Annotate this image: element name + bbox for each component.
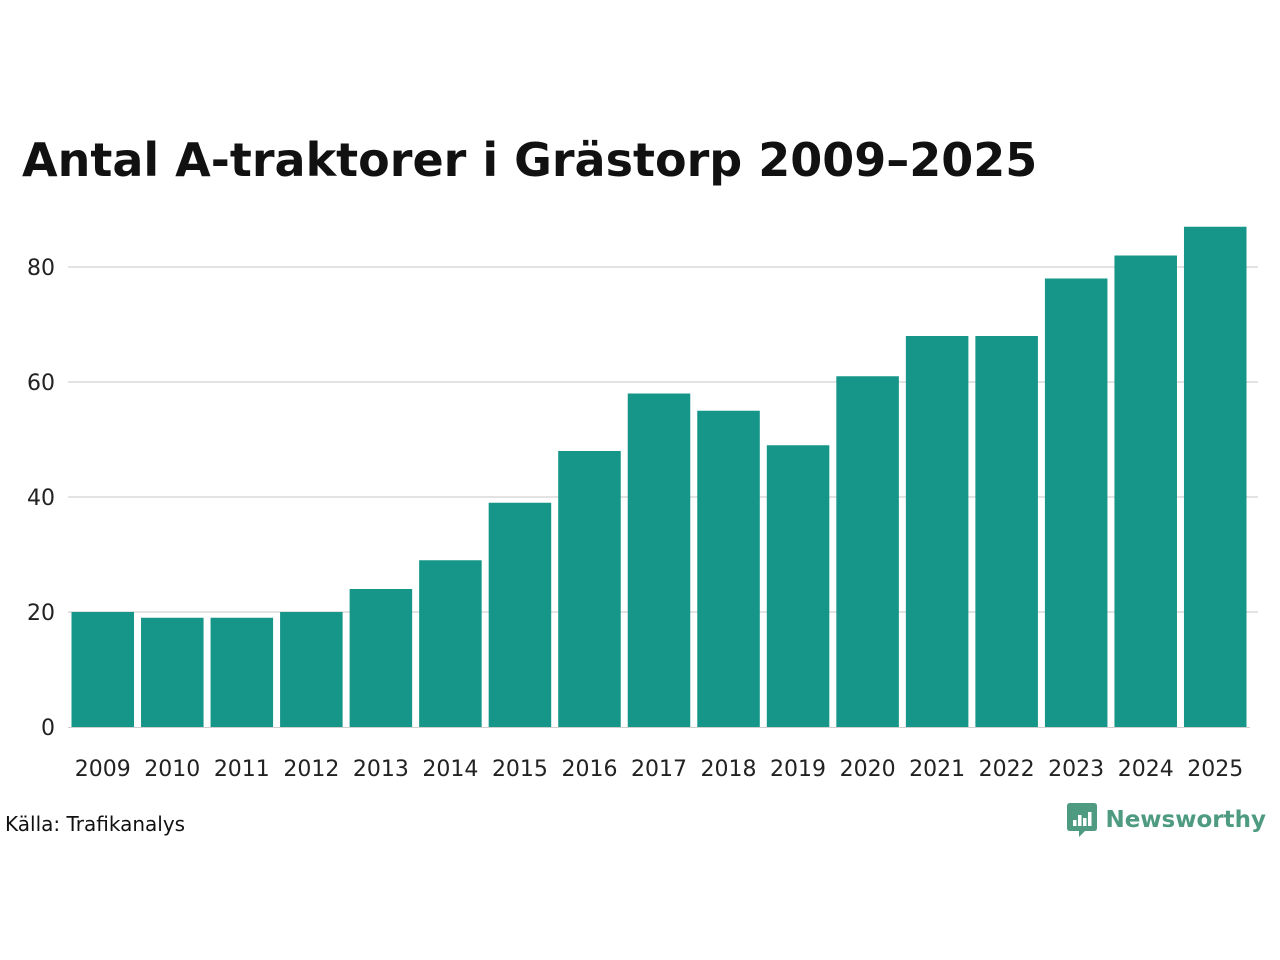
bar-2025 <box>1183 226 1247 727</box>
y-tick-label: 40 <box>27 486 55 511</box>
x-tick-label: 2015 <box>492 757 548 782</box>
bar-2014 <box>419 560 482 727</box>
x-tick-label: 2013 <box>353 757 409 782</box>
bar-2022 <box>975 336 1038 727</box>
bar-2024 <box>1114 255 1177 727</box>
bars <box>71 226 1247 727</box>
x-tick-label: 2009 <box>75 757 131 782</box>
y-tick-label: 0 <box>41 716 55 741</box>
x-tick-label: 2025 <box>1187 757 1243 782</box>
axes: 0 20 40 60 80 2009 2010 2011 2012 2013 2014 2015 201… <box>27 256 1250 782</box>
x-tick-label: 2023 <box>1048 757 1104 782</box>
x-tick-label: 2020 <box>840 757 896 782</box>
y-tick-label: 20 <box>27 601 55 626</box>
brand-logo: Newsworthy <box>1067 802 1266 838</box>
bar-2011 <box>210 617 274 727</box>
bar-2013 <box>349 589 413 727</box>
brand-name: Newsworthy <box>1105 807 1266 833</box>
bar-2009 <box>71 612 135 727</box>
bar-2018 <box>697 410 760 727</box>
chart-title: Antal A-traktorer i Grästorp 2009–2025 <box>22 133 1038 187</box>
x-tick-label: 2017 <box>631 757 687 782</box>
bar-2010 <box>141 617 204 727</box>
x-tick-label: 2018 <box>701 757 757 782</box>
x-tick-label: 2010 <box>144 757 200 782</box>
x-tick-label: 2019 <box>770 757 826 782</box>
x-tick-label: 2024 <box>1118 757 1174 782</box>
x-tick-label: 2011 <box>214 757 270 782</box>
x-tick-label: 2014 <box>422 757 478 782</box>
bar-2023 <box>1044 278 1108 727</box>
source-label: Källa: Trafikanalys <box>5 812 186 836</box>
x-tick-label: 2021 <box>909 757 965 782</box>
bar-2019 <box>766 445 830 727</box>
x-tick-label: 2012 <box>283 757 339 782</box>
bar-2016 <box>558 451 621 727</box>
newsworthy-logo-icon <box>1067 803 1098 837</box>
bar-2021 <box>905 336 969 727</box>
y-tick-label: 80 <box>27 256 55 281</box>
x-tick-label: 2022 <box>979 757 1035 782</box>
y-tick-label: 60 <box>27 371 55 396</box>
bar-2017 <box>627 393 691 727</box>
bar-2015 <box>488 502 552 727</box>
bar-2012 <box>280 612 343 727</box>
bar-2020 <box>836 376 899 727</box>
x-tick-label: 2016 <box>561 757 617 782</box>
